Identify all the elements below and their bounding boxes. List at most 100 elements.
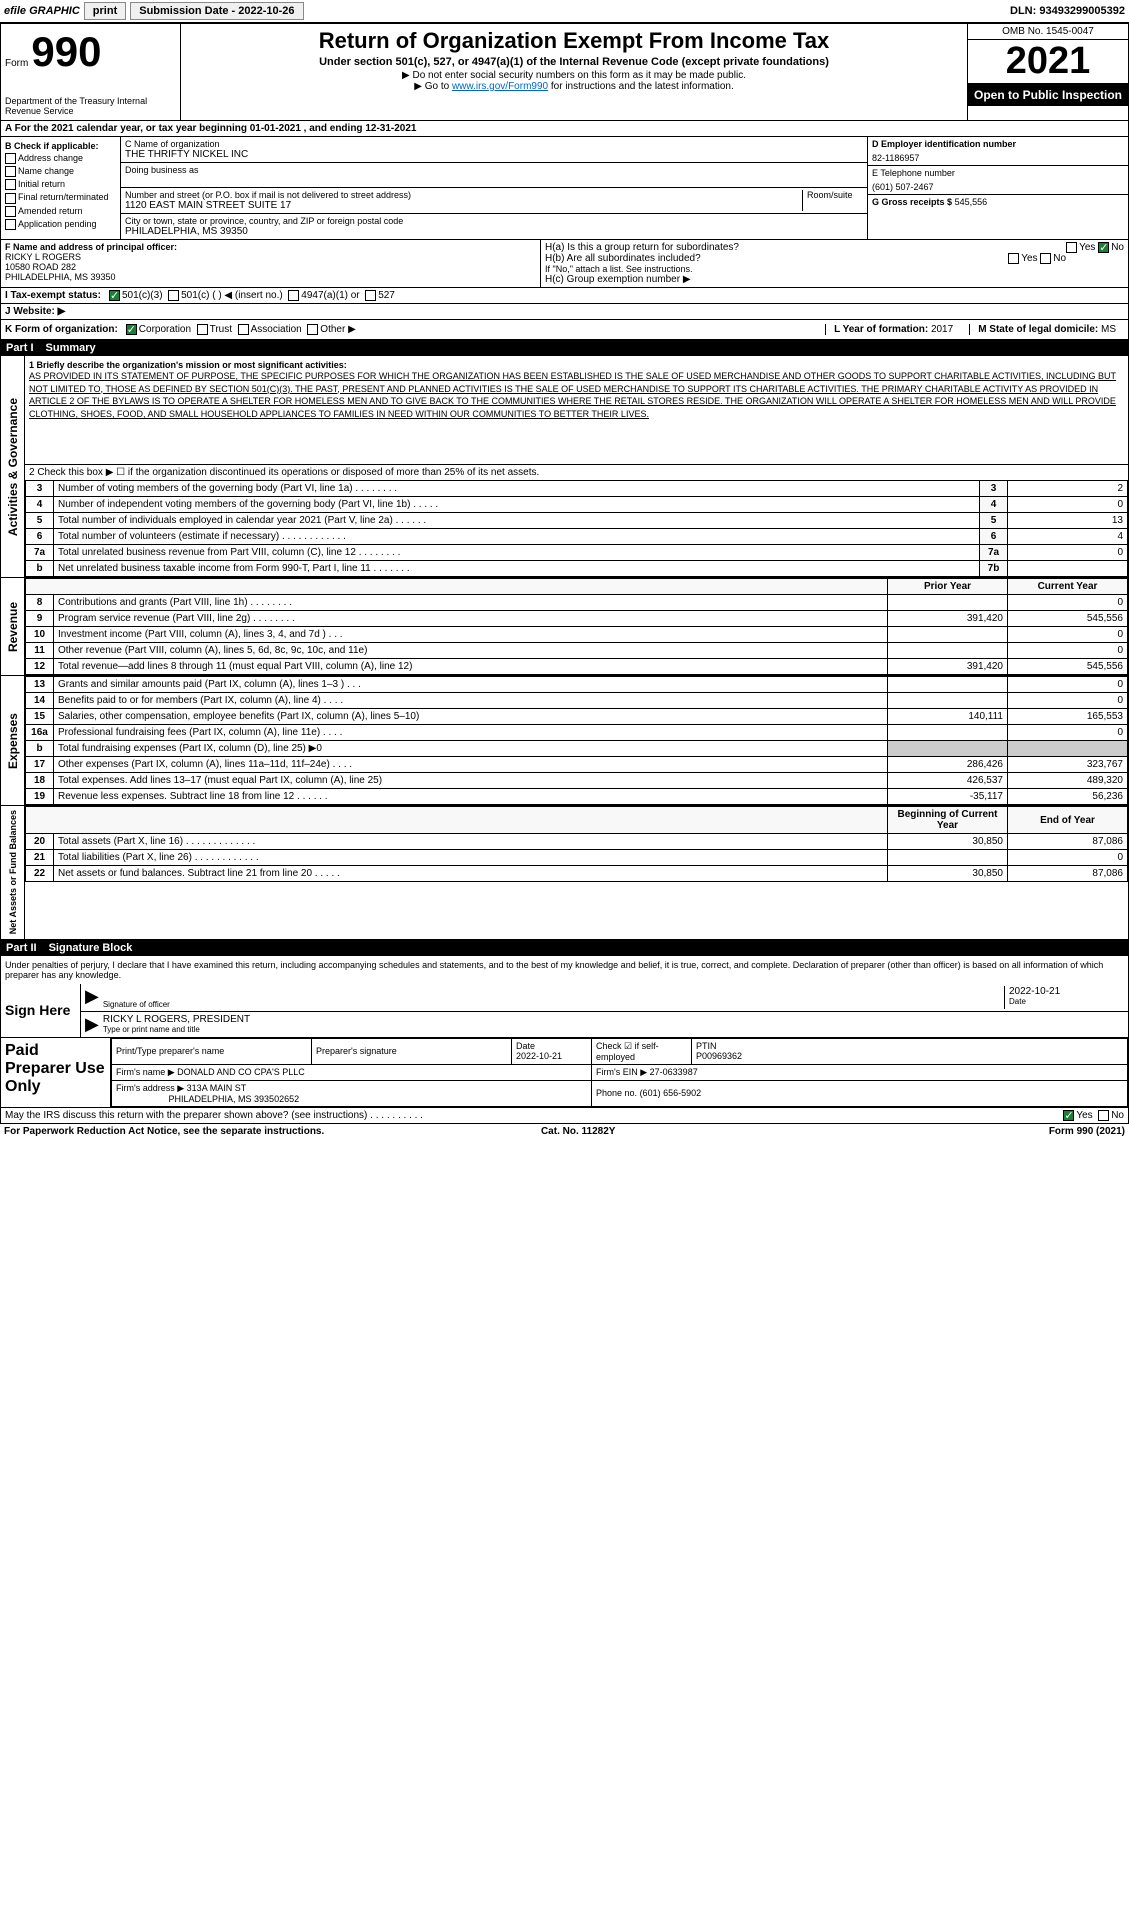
dept-label: Department of the Treasury Internal Reve… — [5, 96, 176, 116]
table-row: 16aProfessional fundraising fees (Part I… — [26, 725, 1128, 741]
table-row: bTotal fundraising expenses (Part IX, co… — [26, 741, 1128, 757]
phone-field: E Telephone number (601) 507-2467 — [868, 166, 1128, 195]
cb-amended-return[interactable]: Amended return — [5, 206, 116, 217]
cb-501c3[interactable] — [109, 290, 120, 301]
form-header: Form 990 Department of the Treasury Inte… — [0, 23, 1129, 121]
table-row: 19Revenue less expenses. Subtract line 1… — [26, 789, 1128, 805]
gross-field: G Gross receipts $ 545,556 — [868, 195, 1128, 209]
header-center: Return of Organization Exempt From Incom… — [181, 24, 968, 120]
top-bar: efile GRAPHIC print Submission Date - 20… — [0, 0, 1129, 23]
declaration: Under penalties of perjury, I declare th… — [1, 956, 1128, 984]
cb-final-return[interactable]: Final return/terminated — [5, 192, 116, 203]
cb-trust[interactable] — [197, 324, 208, 335]
table-row: 20Total assets (Part X, line 16) . . . .… — [26, 834, 1128, 850]
cb-501c[interactable] — [168, 290, 179, 301]
officer-name-line: ▶ RICKY L ROGERS, PRESIDENTType or print… — [81, 1012, 1128, 1037]
table-row: 9Program service revenue (Part VIII, lin… — [26, 611, 1128, 627]
hb-row: H(b) Are all subordinates included? Yes … — [545, 253, 1124, 264]
row-k: K Form of organization: Corporation Trus… — [0, 320, 1129, 340]
group-return-block: H(a) Is this a group return for subordin… — [541, 240, 1128, 287]
efile-label: efile GRAPHIC — [4, 5, 80, 17]
header-right: OMB No. 1545-0047 2021 Open to Public In… — [968, 24, 1128, 120]
form-label: Form — [5, 58, 28, 69]
form-footer: Form 990 (2021) — [1049, 1126, 1125, 1137]
expenses-table: 13Grants and similar amounts paid (Part … — [25, 676, 1128, 805]
table-row: 4Number of independent voting members of… — [26, 497, 1128, 513]
officer-addr1: 10580 ROAD 282 — [5, 262, 536, 272]
header-left: Form 990 Department of the Treasury Inte… — [1, 24, 181, 120]
table-row: 13Grants and similar amounts paid (Part … — [26, 677, 1128, 693]
row-j: J Website: ▶ — [0, 304, 1129, 320]
cb-corporation[interactable] — [126, 324, 137, 335]
print-button[interactable]: print — [84, 2, 126, 20]
open-inspection: Open to Public Inspection — [968, 84, 1128, 106]
omb-number: OMB No. 1545-0047 — [968, 24, 1128, 40]
submission-button[interactable]: Submission Date - 2022-10-26 — [130, 2, 303, 20]
cb-association[interactable] — [238, 324, 249, 335]
cb-527[interactable] — [365, 290, 376, 301]
hb-note: If "No," attach a list. See instructions… — [545, 264, 1124, 274]
cb-discuss-no[interactable] — [1098, 1110, 1109, 1121]
gross-receipts: 545,556 — [955, 197, 988, 207]
activities-table: 3Number of voting members of the governi… — [25, 480, 1128, 577]
paperwork-notice: For Paperwork Reduction Act Notice, see … — [4, 1126, 324, 1137]
mission-block: 1 Briefly describe the organization's mi… — [25, 356, 1128, 465]
ha-row: H(a) Is this a group return for subordin… — [545, 242, 1124, 253]
part2-header: Part II Signature Block — [0, 940, 1129, 956]
phone-value: (601) 507-2467 — [872, 182, 1124, 192]
city-state-zip: PHILADELPHIA, MS 39350 — [125, 226, 863, 237]
table-row: 14Benefits paid to or for members (Part … — [26, 693, 1128, 709]
expenses-section: Expenses 13Grants and similar amounts pa… — [0, 676, 1129, 806]
hc-row: H(c) Group exemption number ▶ — [545, 274, 1124, 285]
tax-year: 2021 — [968, 40, 1128, 84]
table-row: 10Investment income (Part VIII, column (… — [26, 627, 1128, 643]
table-row: 5Total number of individuals employed in… — [26, 513, 1128, 529]
signature-block: Under penalties of perjury, I declare th… — [0, 956, 1129, 1038]
cb-4947[interactable] — [288, 290, 299, 301]
city-field: City or town, state or province, country… — [121, 214, 867, 239]
form-title: Return of Organization Exempt From Incom… — [185, 28, 963, 54]
mission-text: AS PROVIDED IN ITS STATEMENT OF PURPOSE,… — [29, 370, 1124, 420]
cb-initial-return[interactable]: Initial return — [5, 179, 116, 190]
table-row: 15Salaries, other compensation, employee… — [26, 709, 1128, 725]
addr-field: Number and street (or P.O. box if mail i… — [121, 188, 867, 214]
form-subtitle: Under section 501(c), 527, or 4947(a)(1)… — [185, 56, 963, 68]
note1: ▶ Do not enter social security numbers o… — [185, 70, 963, 81]
note2: ▶ Go to www.irs.gov/Form990 for instruct… — [185, 81, 963, 92]
cb-app-pending[interactable]: Application pending — [5, 219, 116, 230]
col-b-header: B Check if applicable: — [5, 141, 116, 151]
cb-name-change[interactable]: Name change — [5, 166, 116, 177]
row-i: I Tax-exempt status: 501(c)(3) 501(c) ( … — [0, 288, 1129, 304]
table-row: 12Total revenue—add lines 8 through 11 (… — [26, 659, 1128, 675]
cb-discuss-yes[interactable] — [1063, 1110, 1074, 1121]
bottom-bar: For Paperwork Reduction Act Notice, see … — [0, 1124, 1129, 1139]
revenue-table: Prior YearCurrent Year 8Contributions an… — [25, 578, 1128, 675]
year-formation: L Year of formation: 2017 — [825, 324, 961, 335]
paid-preparer-table: Print/Type preparer's name Preparer's si… — [111, 1038, 1128, 1107]
form-number: 990 — [31, 28, 101, 75]
paid-preparer-label: Paid Preparer Use Only — [1, 1038, 111, 1107]
dba-field: Doing business as — [121, 163, 867, 188]
part1-header: Part I Summary — [0, 340, 1129, 356]
table-row: 7aTotal unrelated business revenue from … — [26, 545, 1128, 561]
table-row: 21Total liabilities (Part X, line 26) . … — [26, 850, 1128, 866]
officer-block: F Name and address of principal officer:… — [1, 240, 541, 287]
cb-other[interactable] — [307, 324, 318, 335]
revenue-tab: Revenue — [1, 578, 25, 675]
cb-address-change[interactable]: Address change — [5, 153, 116, 164]
irs-link[interactable]: www.irs.gov/Form990 — [452, 81, 548, 92]
activities-section: Activities & Governance 1 Briefly descri… — [0, 356, 1129, 578]
netassets-section: Net Assets or Fund Balances Beginning of… — [0, 806, 1129, 939]
col-d: D Employer identification number 82-1186… — [868, 137, 1128, 239]
dln-label: DLN: 93493299005392 — [1010, 5, 1125, 17]
room-suite: Room/suite — [803, 190, 863, 211]
arrow-icon: ▶ — [85, 1014, 99, 1035]
row-a: A For the 2021 calendar year, or tax yea… — [0, 121, 1129, 137]
paid-preparer-block: Paid Preparer Use Only Print/Type prepar… — [0, 1038, 1129, 1108]
table-row: 8Contributions and grants (Part VIII, li… — [26, 595, 1128, 611]
table-row: 3Number of voting members of the governi… — [26, 481, 1128, 497]
row-f: F Name and address of principal officer:… — [0, 240, 1129, 288]
officer-sig-line: ▶ Signature of officer 2022-10-21Date — [81, 984, 1128, 1012]
line2: 2 Check this box ▶ ☐ if the organization… — [25, 465, 1128, 480]
footer-discuss: May the IRS discuss this return with the… — [0, 1108, 1129, 1124]
